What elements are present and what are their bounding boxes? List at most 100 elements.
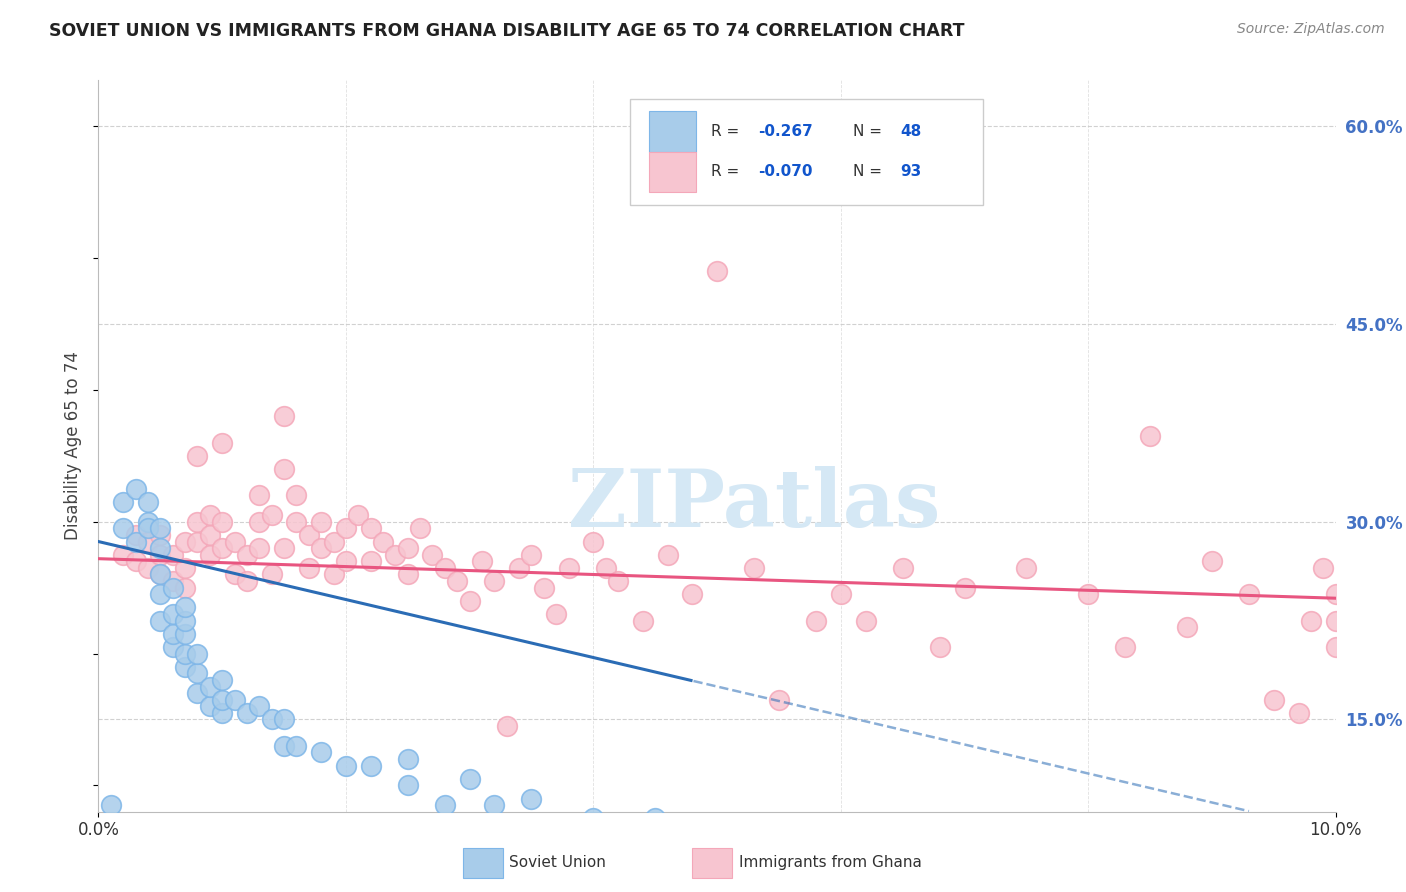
FancyBboxPatch shape — [630, 99, 983, 204]
Point — [186, 647, 208, 661]
Point — [309, 541, 332, 556]
Point — [124, 554, 146, 568]
Point — [162, 574, 184, 588]
Point — [446, 574, 468, 588]
Point — [1324, 614, 1347, 628]
Point — [396, 541, 419, 556]
Point — [706, 264, 728, 278]
Text: 93: 93 — [900, 164, 921, 179]
Point — [953, 581, 976, 595]
Point — [224, 692, 246, 706]
Point — [1312, 561, 1334, 575]
Point — [1324, 587, 1347, 601]
Point — [174, 581, 197, 595]
Point — [149, 587, 172, 601]
Point — [335, 554, 357, 568]
Point — [458, 772, 481, 786]
Point — [891, 561, 914, 575]
Point — [360, 554, 382, 568]
Point — [162, 581, 184, 595]
Point — [112, 548, 135, 562]
Point — [186, 449, 208, 463]
Text: -0.267: -0.267 — [758, 124, 813, 139]
Point — [224, 534, 246, 549]
Point — [855, 614, 877, 628]
Point — [1077, 587, 1099, 601]
Point — [557, 561, 579, 575]
Point — [1324, 640, 1347, 654]
Point — [247, 488, 270, 502]
Point — [186, 686, 208, 700]
Point — [260, 508, 283, 523]
Point — [236, 574, 259, 588]
Point — [322, 534, 344, 549]
Point — [546, 607, 568, 621]
Point — [422, 548, 444, 562]
Point — [174, 561, 197, 575]
Point — [1139, 429, 1161, 443]
Point — [211, 515, 233, 529]
Text: SOVIET UNION VS IMMIGRANTS FROM GHANA DISABILITY AGE 65 TO 74 CORRELATION CHART: SOVIET UNION VS IMMIGRANTS FROM GHANA DI… — [49, 22, 965, 40]
Point — [124, 482, 146, 496]
Point — [335, 758, 357, 772]
Point — [273, 462, 295, 476]
Point — [371, 534, 394, 549]
Point — [174, 614, 197, 628]
Point — [136, 515, 159, 529]
Text: R =: R = — [711, 124, 744, 139]
Point — [1288, 706, 1310, 720]
Point — [162, 548, 184, 562]
Text: Soviet Union: Soviet Union — [509, 855, 606, 871]
Point — [136, 495, 159, 509]
Point — [149, 521, 172, 535]
Point — [681, 587, 703, 601]
Point — [260, 567, 283, 582]
Point — [484, 574, 506, 588]
Point — [174, 627, 197, 641]
Point — [384, 548, 406, 562]
Point — [136, 561, 159, 575]
Point — [247, 541, 270, 556]
Point — [458, 594, 481, 608]
Point — [396, 778, 419, 792]
Point — [582, 811, 605, 825]
Point — [607, 574, 630, 588]
Point — [174, 659, 197, 673]
Point — [928, 640, 950, 654]
Point — [484, 798, 506, 813]
Point — [1175, 620, 1198, 634]
Point — [198, 680, 221, 694]
Point — [1237, 587, 1260, 601]
Point — [396, 567, 419, 582]
Point — [149, 567, 172, 582]
Point — [298, 528, 321, 542]
Point — [273, 541, 295, 556]
Point — [100, 798, 122, 813]
Point — [595, 561, 617, 575]
Point — [174, 647, 197, 661]
Point — [124, 528, 146, 542]
Text: Source: ZipAtlas.com: Source: ZipAtlas.com — [1237, 22, 1385, 37]
Point — [198, 508, 221, 523]
Point — [1114, 640, 1136, 654]
Point — [186, 515, 208, 529]
Point — [198, 699, 221, 714]
Point — [657, 548, 679, 562]
Text: ZIPatlas: ZIPatlas — [568, 466, 941, 543]
Point — [347, 508, 370, 523]
Point — [149, 541, 172, 556]
Point — [174, 600, 197, 615]
Point — [396, 752, 419, 766]
Point — [768, 692, 790, 706]
Point — [285, 488, 308, 502]
Point — [186, 534, 208, 549]
Point — [644, 811, 666, 825]
FancyBboxPatch shape — [650, 112, 696, 152]
Point — [112, 521, 135, 535]
Point — [211, 673, 233, 687]
Point — [533, 581, 555, 595]
Point — [520, 548, 543, 562]
Point — [360, 758, 382, 772]
Point — [162, 627, 184, 641]
Point — [247, 515, 270, 529]
